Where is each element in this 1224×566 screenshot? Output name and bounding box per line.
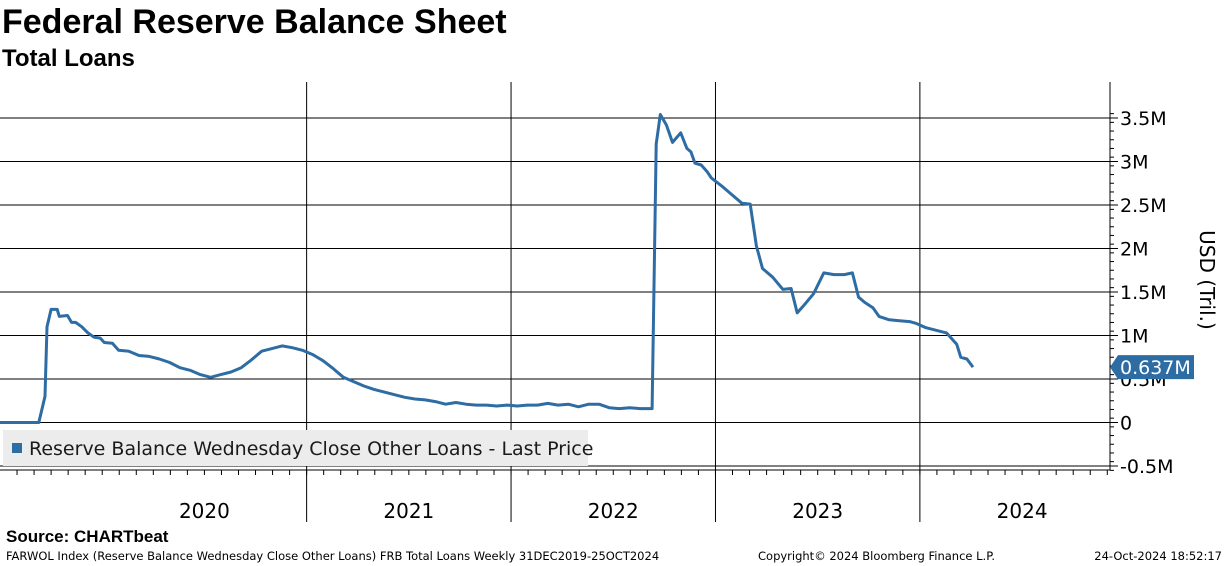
legend-background <box>3 430 588 466</box>
series-layer <box>0 113 975 424</box>
source-note: Source: CHARTbeat <box>6 527 169 546</box>
x-tick-label: 2021 <box>383 499 434 523</box>
y-tick-label: 0 <box>1120 413 1132 435</box>
series-line <box>0 113 975 424</box>
chart-title: Federal Reserve Balance Sheet <box>2 3 507 41</box>
y-tick-label: 2.5M <box>1120 195 1167 217</box>
y-tick-label: -0.5M <box>1120 456 1173 478</box>
y-tick-label: 3M <box>1120 152 1148 174</box>
y-tick-label: 2M <box>1120 239 1148 261</box>
legend-label: Reserve Balance Wednesday Close Other Lo… <box>29 438 593 460</box>
x-tick-label: 2020 <box>179 499 230 523</box>
x-tick-label: 2024 <box>997 499 1048 523</box>
footer-index-description: FARWOL Index (Reserve Balance Wednesday … <box>6 549 660 563</box>
last-value-tag-background <box>1110 355 1194 380</box>
footer-copyright: Copyright© 2024 Bloomberg Finance L.P. <box>758 549 995 563</box>
chart-subtitle: Total Loans <box>2 45 135 72</box>
y-tick-label: 3.5M <box>1120 108 1167 130</box>
horizontal-gridlines <box>0 113 1118 471</box>
x-minor-ticks <box>0 469 1110 475</box>
x-tick-labels: 2020 2021 2022 2023 2024 <box>179 499 1048 523</box>
footer-timestamp: 24-Oct-2024 18:52:17 <box>1094 549 1222 563</box>
y-axis-label: USD (Tril.) <box>1195 230 1219 330</box>
legend[interactable]: Reserve Balance Wednesday Close Other Lo… <box>3 430 593 466</box>
legend-swatch <box>12 443 22 453</box>
last-value-label: 0.637M <box>1120 357 1191 379</box>
y-tick-label: 1M <box>1120 326 1148 348</box>
x-tick-label: 2023 <box>792 499 843 523</box>
x-tick-label: 2022 <box>588 499 639 523</box>
last-value-tag: 0.637M <box>1110 355 1194 380</box>
y-tick-label: 1.5M <box>1120 282 1167 304</box>
